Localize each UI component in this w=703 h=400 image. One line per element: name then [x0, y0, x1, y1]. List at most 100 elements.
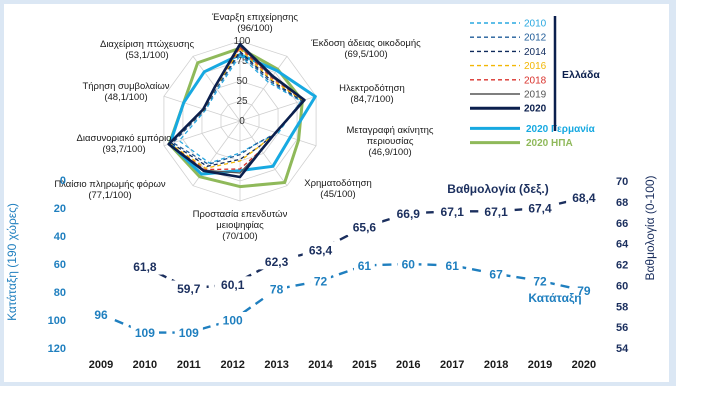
score-data-label: 61,8	[133, 260, 157, 274]
radar-axis-label-0: (96/100)	[237, 23, 272, 34]
radar-axis-label-7: (93,7/100)	[102, 144, 145, 155]
score-label-bg	[171, 280, 207, 297]
rank-data-label: 78	[270, 283, 284, 297]
radar-series-2012	[172, 52, 303, 166]
rank-data-label: 67	[489, 267, 503, 281]
x-axis-tick: 2016	[396, 359, 420, 371]
rank-data-label: 109	[135, 326, 155, 340]
score-data-label: 65,6	[353, 220, 377, 234]
right-axis-tick: 60	[616, 280, 628, 292]
rank-label-bg	[529, 272, 551, 289]
x-axis-tick: 2014	[308, 359, 333, 371]
rank-label-bg	[485, 265, 507, 282]
x-axis-tick: 2012	[220, 359, 244, 371]
radar-spoke	[239, 120, 288, 186]
radar-tick-label: 50	[236, 76, 248, 87]
right-axis-tick: 66	[616, 218, 628, 230]
rank-label-bg	[573, 282, 595, 299]
left-axis-tick: 80	[54, 287, 66, 299]
right-axis-tick: 54	[616, 343, 629, 355]
rank-label-bg	[266, 281, 287, 298]
left-axis-tick: 60	[54, 259, 66, 271]
rank-data-label: 109	[179, 326, 199, 340]
rank-series-name: Κατάταξη	[528, 291, 581, 305]
legend-label-2020-Γερμανία: 2020 Γερμανία	[526, 124, 596, 135]
rank-data-label: 60	[402, 258, 416, 272]
radar-spoke	[163, 95, 241, 122]
rank-label-bg	[174, 324, 203, 341]
radar-spoke	[239, 120, 317, 147]
rank-data-label: 72	[533, 274, 547, 288]
right-axis-tick: 68	[616, 197, 628, 209]
legend-label-2010: 2010	[524, 19, 547, 30]
radar-axis-label-9: (53,1/100)	[125, 50, 168, 61]
score-data-label: 60,1	[221, 278, 245, 292]
score-data-label: 63,4	[309, 243, 333, 257]
rank-label-bg	[90, 306, 112, 323]
score-label-bg	[214, 276, 251, 293]
x-axis-tick: 2018	[484, 359, 508, 371]
left-axis-tick: 40	[54, 231, 66, 243]
legend-label-2020-ΗΠΑ: 2020 ΗΠΑ	[526, 138, 573, 149]
legend-label-2016: 2016	[524, 61, 547, 72]
radar-axis-label-4: Χρηματοδότηση	[304, 178, 372, 189]
rank-label-bg	[354, 257, 375, 274]
radar-axis-label-8: Τήρηση συμβολαίων	[82, 81, 169, 92]
radar-tick-label: 0	[239, 116, 245, 127]
legend-label-2020: 2020	[524, 104, 547, 115]
x-axis-tick: 2020	[572, 359, 596, 371]
x-axis-tick: 2017	[440, 359, 464, 371]
score-series-name: Βαθμολογία (δεξ.)	[447, 182, 548, 196]
score-data-label: 67,1	[441, 205, 465, 219]
x-axis-tick: 2015	[352, 359, 376, 371]
x-axis-tick: 2009	[89, 359, 113, 371]
right-axis-tick: 70	[616, 176, 628, 188]
score-label-bg	[566, 189, 602, 206]
radar-axis-label-5: μειοψηφίας	[216, 220, 264, 231]
left-axis-tick: 0	[60, 175, 66, 187]
radar-tick-label: 100	[234, 36, 251, 47]
score-label-bg	[478, 203, 514, 220]
rank-data-label: 72	[314, 274, 328, 288]
radar-spoke	[163, 120, 241, 147]
score-label-bg	[258, 253, 295, 270]
score-data-label: 59,7	[177, 282, 201, 296]
rank-data-label: 100	[223, 314, 243, 328]
radar-axis-label-5: Προστασία επενδυτών	[193, 209, 288, 220]
radar-axis-label-8: (48,1/100)	[104, 92, 147, 103]
score-label-bg	[434, 203, 470, 220]
page-margin-bottom	[0, 386, 703, 400]
rank-data-label: 61	[358, 259, 372, 273]
legend-label-2012: 2012	[524, 33, 547, 44]
radar-tick-label: 75	[236, 56, 248, 67]
radar-axis-label-1: (69,5/100)	[344, 49, 387, 60]
left-axis-tick: 20	[54, 203, 66, 215]
radar-spoke	[192, 56, 241, 122]
legend-group-label: Ελλάδα	[562, 69, 600, 81]
score-data-label: 67,4	[528, 202, 552, 216]
left-axis-tick: 120	[48, 343, 66, 355]
rank-label-bg	[397, 256, 419, 272]
left-axis-tick: 100	[48, 315, 66, 327]
score-label-bg	[346, 218, 383, 235]
radar-series-2020-Γερμανία	[168, 53, 317, 176]
radar-axis-label-0: Έναρξη επιχείρησης	[211, 12, 298, 23]
radar-axis-label-2: Ηλεκτροδότηση	[339, 83, 405, 94]
radar-series-2020	[167, 42, 306, 179]
score-label-bg	[302, 241, 339, 258]
rank-series-line	[100, 262, 585, 334]
left-axis-title: Κατάταξη (190 χώρες)	[5, 203, 19, 321]
radar-axis-label-5: (70/100)	[222, 231, 257, 242]
rank-data-label: 96	[94, 308, 108, 322]
right-axis-tick: 56	[616, 322, 628, 334]
radar-axis-label-6: Πλαίσιο πληρωμής φόρων	[54, 179, 166, 190]
score-label-bg	[522, 200, 558, 217]
radar-chart: 0 25 50 75 100 Έναρξη επιχείρησης(96/100) Έκδο…	[54, 12, 434, 242]
radar-tick-label: 25	[236, 96, 248, 107]
right-axis-title: Βαθμολογία (0-100)	[643, 175, 657, 280]
score-data-label: 67,1	[484, 205, 508, 219]
radar-axis-label-4: (45/100)	[320, 189, 355, 200]
figure-frame	[0, 0, 676, 386]
rank-label-bg	[310, 272, 331, 289]
